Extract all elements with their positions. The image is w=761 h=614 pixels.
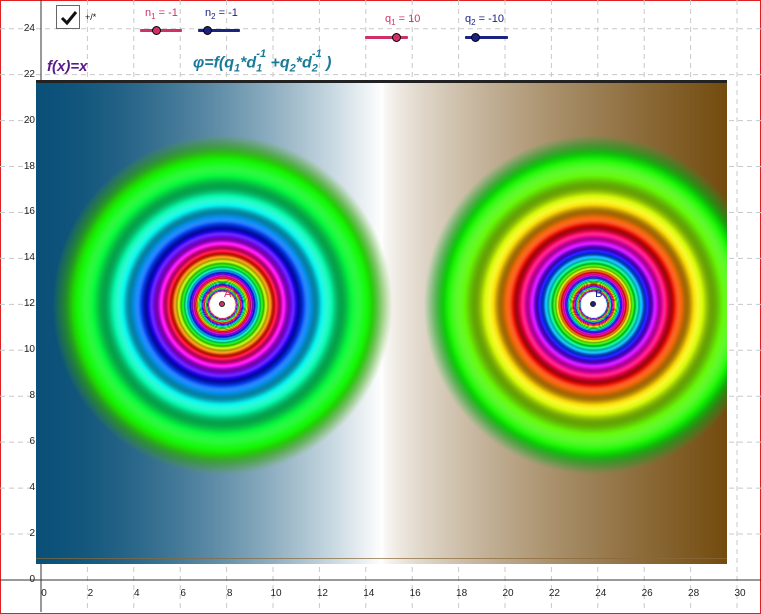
x-tick-label: 26 xyxy=(641,588,653,599)
x-tick-label: 8 xyxy=(226,588,233,599)
bottom-boundary-line xyxy=(36,558,727,559)
x-tick-label: 28 xyxy=(688,588,700,599)
slider-n1-knob[interactable] xyxy=(152,26,161,35)
top-boundary-line xyxy=(36,80,727,83)
slider-q2-knob[interactable] xyxy=(471,33,480,42)
slider-q1-knob[interactable] xyxy=(392,33,401,42)
checkmark-icon xyxy=(60,11,78,26)
y-tick-label: 18 xyxy=(23,160,35,172)
slider-n1-track[interactable] xyxy=(140,29,182,32)
toggle-checkbox[interactable] xyxy=(56,5,80,29)
y-tick-label: 12 xyxy=(23,298,35,310)
slider-n2-track[interactable] xyxy=(198,29,240,32)
x-tick-label: 30 xyxy=(734,588,746,599)
slider-q1-track[interactable] xyxy=(365,36,408,39)
potential-field-plot xyxy=(36,83,727,564)
y-tick-label: 10 xyxy=(23,344,35,356)
y-tick-label: 0 xyxy=(29,574,35,585)
potential-field-canvas xyxy=(36,83,727,564)
slider-q2-label: q2 = -10 xyxy=(465,13,505,28)
x-tick-label: 20 xyxy=(502,588,514,599)
slider-n1[interactable]: n1 = -1 xyxy=(140,7,190,37)
slider-n2-knob[interactable] xyxy=(203,26,212,35)
slider-q2-track[interactable] xyxy=(465,36,508,39)
y-tick-label: 4 xyxy=(29,482,35,494)
potential-formula: φ=f(q1*d1-1 +q2*d2-1 ) xyxy=(193,48,332,75)
y-tick-label: 6 xyxy=(29,436,35,448)
y-tick-label: 24 xyxy=(23,22,35,34)
x-tick-label: 0 xyxy=(41,588,47,599)
x-tick-label: 18 xyxy=(456,588,468,599)
x-tick-label: 16 xyxy=(409,588,421,599)
x-tick-label: 22 xyxy=(548,588,560,599)
slider-n2[interactable]: n2 = -1 xyxy=(198,7,248,37)
x-tick-label: 10 xyxy=(270,588,282,599)
point-b-label: B xyxy=(595,288,603,301)
y-tick-label: 16 xyxy=(23,206,35,218)
checkbox-label: +/* xyxy=(85,12,97,22)
slider-q1[interactable]: q1 = 10 xyxy=(365,13,420,43)
x-tick-label: 14 xyxy=(363,588,375,599)
x-tick-label: 6 xyxy=(180,588,186,599)
y-tick-label: 20 xyxy=(23,114,35,126)
slider-q2[interactable]: q2 = -10 xyxy=(465,13,515,43)
point-b[interactable] xyxy=(590,301,597,308)
y-tick-label: 22 xyxy=(23,68,35,80)
slider-n1-label: n1 = -1 xyxy=(145,7,178,22)
x-tick-label: 24 xyxy=(595,588,607,599)
y-tick-label: 14 xyxy=(23,252,35,264)
y-tick-label: 2 xyxy=(29,528,35,540)
slider-q1-label: q1 = 10 xyxy=(385,13,421,28)
point-a-label: A xyxy=(223,288,232,301)
y-tick-label: 8 xyxy=(29,390,35,402)
x-tick-label: 4 xyxy=(134,588,140,599)
x-tick-label: 12 xyxy=(316,588,328,599)
x-tick-label: 2 xyxy=(87,588,94,599)
slider-n2-label: n2 = -1 xyxy=(205,7,238,22)
function-definition-label: f(x)=x xyxy=(47,58,88,75)
point-a[interactable] xyxy=(218,301,225,308)
